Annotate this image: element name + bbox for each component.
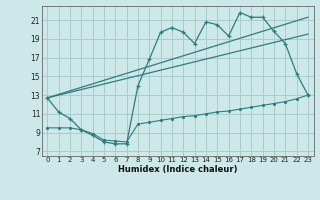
X-axis label: Humidex (Indice chaleur): Humidex (Indice chaleur) <box>118 165 237 174</box>
